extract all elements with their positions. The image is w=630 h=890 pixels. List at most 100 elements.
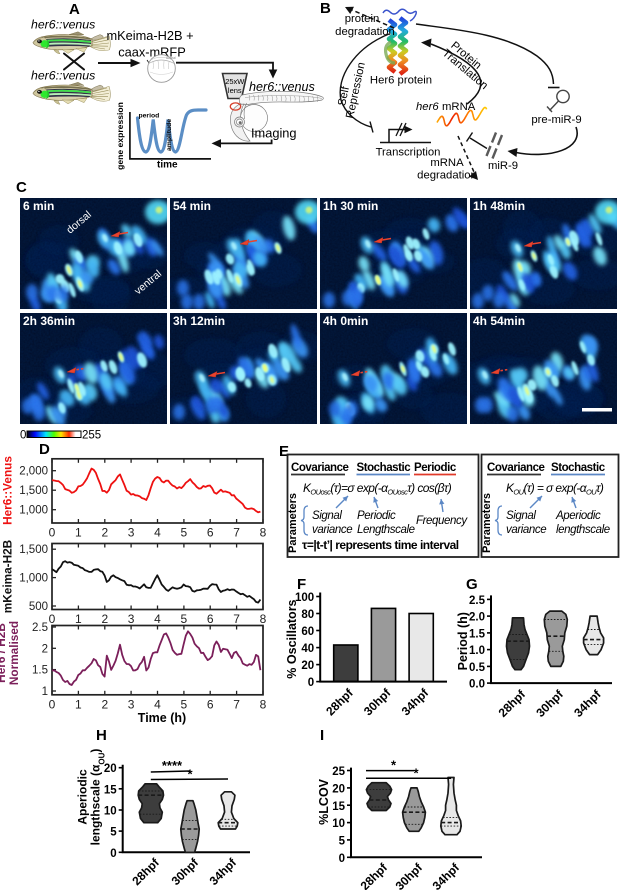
svg-text:variance: variance	[312, 524, 352, 536]
svg-text:her6::venus: her6::venus	[249, 80, 316, 94]
svg-text:0: 0	[49, 697, 56, 711]
svg-text:Periodic: Periodic	[414, 462, 457, 474]
svg-text:Aperiodic: Aperiodic	[555, 510, 601, 522]
svg-text:54 min: 54 min	[173, 199, 211, 213]
svg-text:amplitude: amplitude	[166, 119, 173, 151]
svg-text:30hpf: 30hpf	[533, 687, 566, 720]
svg-text:15: 15	[104, 784, 117, 796]
svg-text:degradation: degradation	[417, 170, 477, 182]
svg-text:25: 25	[332, 766, 345, 778]
svg-text:4: 4	[154, 697, 161, 711]
svg-text:5: 5	[181, 612, 188, 626]
svg-text:2: 2	[42, 643, 48, 655]
svg-text:1,500: 1,500	[19, 544, 48, 556]
svg-text:Covariance: Covariance	[291, 462, 349, 474]
svg-text:5: 5	[339, 835, 346, 847]
svg-text:28hpf: 28hpf	[496, 687, 529, 720]
svg-text:10: 10	[104, 806, 117, 818]
svg-text:mKeima-H2B: mKeima-H2B	[1, 540, 15, 613]
svg-text:3h 12min: 3h 12min	[173, 314, 225, 328]
svg-text:Periodic: Periodic	[357, 510, 396, 522]
svg-text:pre-miR-9: pre-miR-9	[531, 114, 581, 126]
svg-text:Frequency: Frequency	[416, 515, 468, 527]
svg-text:28hpf: 28hpf	[323, 685, 356, 718]
svg-text:7: 7	[233, 612, 240, 626]
svg-text:5: 5	[181, 526, 188, 540]
svg-text:Parameters: Parameters	[287, 493, 299, 553]
svg-text:34hpf: 34hpf	[430, 860, 463, 890]
svg-text:4: 4	[154, 526, 161, 540]
svg-text:1.0: 1.0	[469, 645, 485, 657]
svg-text:lengthscale: lengthscale	[556, 524, 610, 536]
svg-text:variance: variance	[506, 524, 546, 536]
svg-text:miR-9: miR-9	[488, 160, 518, 172]
svg-text:Her6 / H2B: Her6 / H2B	[0, 623, 8, 683]
svg-text:****: ****	[162, 758, 183, 773]
svg-text:lengthscale (αOU): lengthscale (αOU)	[89, 749, 107, 846]
svg-text:1: 1	[75, 697, 82, 711]
svg-text:Period (h): Period (h)	[456, 612, 470, 670]
svg-text:1: 1	[75, 612, 82, 626]
svg-text:3: 3	[128, 612, 135, 626]
svg-text:Normalised: Normalised	[7, 621, 21, 685]
svg-text:3: 3	[128, 697, 135, 711]
svg-text:2h 36min: 2h 36min	[23, 314, 75, 328]
svg-text:Aperiodic: Aperiodic	[76, 769, 90, 825]
svg-text:20: 20	[104, 763, 117, 775]
svg-text:15: 15	[332, 801, 345, 813]
svg-text:6: 6	[207, 697, 214, 711]
svg-text:*: *	[413, 765, 419, 780]
svg-text:0.0: 0.0	[469, 679, 485, 691]
svg-text:4h 0min: 4h 0min	[323, 314, 368, 328]
svg-text:2: 2	[101, 526, 108, 540]
svg-text:1h 30 min: 1h 30 min	[323, 199, 378, 213]
svg-text:8: 8	[260, 612, 267, 626]
svg-text:25xW: 25xW	[225, 77, 245, 86]
svg-text:Parameters: Parameters	[481, 493, 493, 553]
svg-text:mRNA: mRNA	[442, 101, 476, 113]
svg-text:5: 5	[110, 827, 117, 839]
svg-text:1.5: 1.5	[32, 665, 48, 677]
svg-text:*: *	[187, 767, 193, 782]
svg-text:Lengthscale: Lengthscale	[357, 524, 415, 536]
svg-text:1h 48min: 1h 48min	[473, 199, 525, 213]
svg-text:2.0: 2.0	[469, 612, 485, 624]
svg-text:gene expression: gene expression	[115, 102, 125, 170]
svg-text:2: 2	[101, 612, 108, 626]
svg-text:degradation: degradation	[335, 26, 395, 38]
svg-text:2,000: 2,000	[19, 466, 48, 478]
svg-text:20: 20	[332, 783, 345, 795]
svg-text:0: 0	[110, 848, 116, 860]
svg-text:30hpf: 30hpf	[361, 685, 394, 718]
svg-text:KOU(τ) = σ exp(-αOUτ): KOU(τ) = σ exp(-αOUτ)	[506, 481, 604, 497]
svg-text:0: 0	[20, 430, 26, 442]
svg-text:Transcription: Transcription	[376, 147, 441, 159]
svg-text:mKeima-H2B +: mKeima-H2B +	[106, 28, 193, 43]
svg-text:0: 0	[339, 853, 345, 865]
svg-text:8: 8	[260, 526, 267, 540]
svg-text:2.5: 2.5	[469, 595, 486, 607]
svg-text:20: 20	[301, 660, 314, 672]
svg-text:Time (h): Time (h)	[138, 711, 186, 725]
svg-text:2: 2	[101, 697, 108, 711]
svg-text:caax-mRFP: caax-mRFP	[118, 45, 186, 60]
svg-text:1: 1	[75, 526, 82, 540]
svg-text:Self: Self	[336, 85, 352, 107]
svg-text:2.5: 2.5	[32, 622, 48, 634]
svg-text:protein: protein	[345, 13, 380, 25]
svg-text:Signal: Signal	[506, 510, 536, 522]
svg-text:10: 10	[332, 818, 345, 830]
svg-text:Covariance: Covariance	[487, 462, 545, 474]
svg-text:8: 8	[260, 697, 267, 711]
svg-text:34hpf: 34hpf	[399, 685, 432, 718]
svg-text:7: 7	[233, 526, 240, 540]
svg-text:30hpf: 30hpf	[169, 855, 202, 888]
svg-text:Her6::Venus: Her6::Venus	[1, 456, 15, 525]
svg-text:255: 255	[82, 430, 101, 442]
svg-text:1.5: 1.5	[469, 628, 486, 640]
svg-text:6: 6	[207, 612, 214, 626]
svg-text:KOUosc(τ)=σ exp(-αOUoscτ) cos(: KOUosc(τ)=σ exp(-αOUoscτ) cos(βτ)	[303, 481, 452, 497]
svg-text:τ=|t-t’| represents time inter: τ=|t-t’| represents time interval	[302, 538, 459, 552]
svg-text:4: 4	[154, 612, 161, 626]
svg-text:time: time	[157, 160, 178, 171]
